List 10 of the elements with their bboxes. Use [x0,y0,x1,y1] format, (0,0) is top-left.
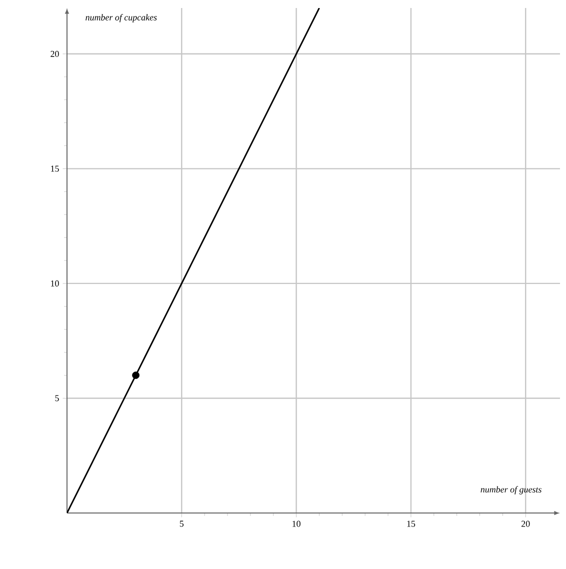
y-tick-label: 10 [51,280,59,286]
x-axis-title: number of guests [480,486,542,494]
y-tick-label: 15 [51,166,59,172]
y-axis-title: number of cupcakes [86,14,157,22]
x-tick-label: 20 [522,520,530,527]
x-tick-label: 10 [292,520,300,527]
x-tick-label: 15 [407,520,416,527]
x-tick-label: 5 [180,520,184,527]
y-tick-label: 20 [50,50,59,57]
y-tick-label: 5 [55,395,59,402]
